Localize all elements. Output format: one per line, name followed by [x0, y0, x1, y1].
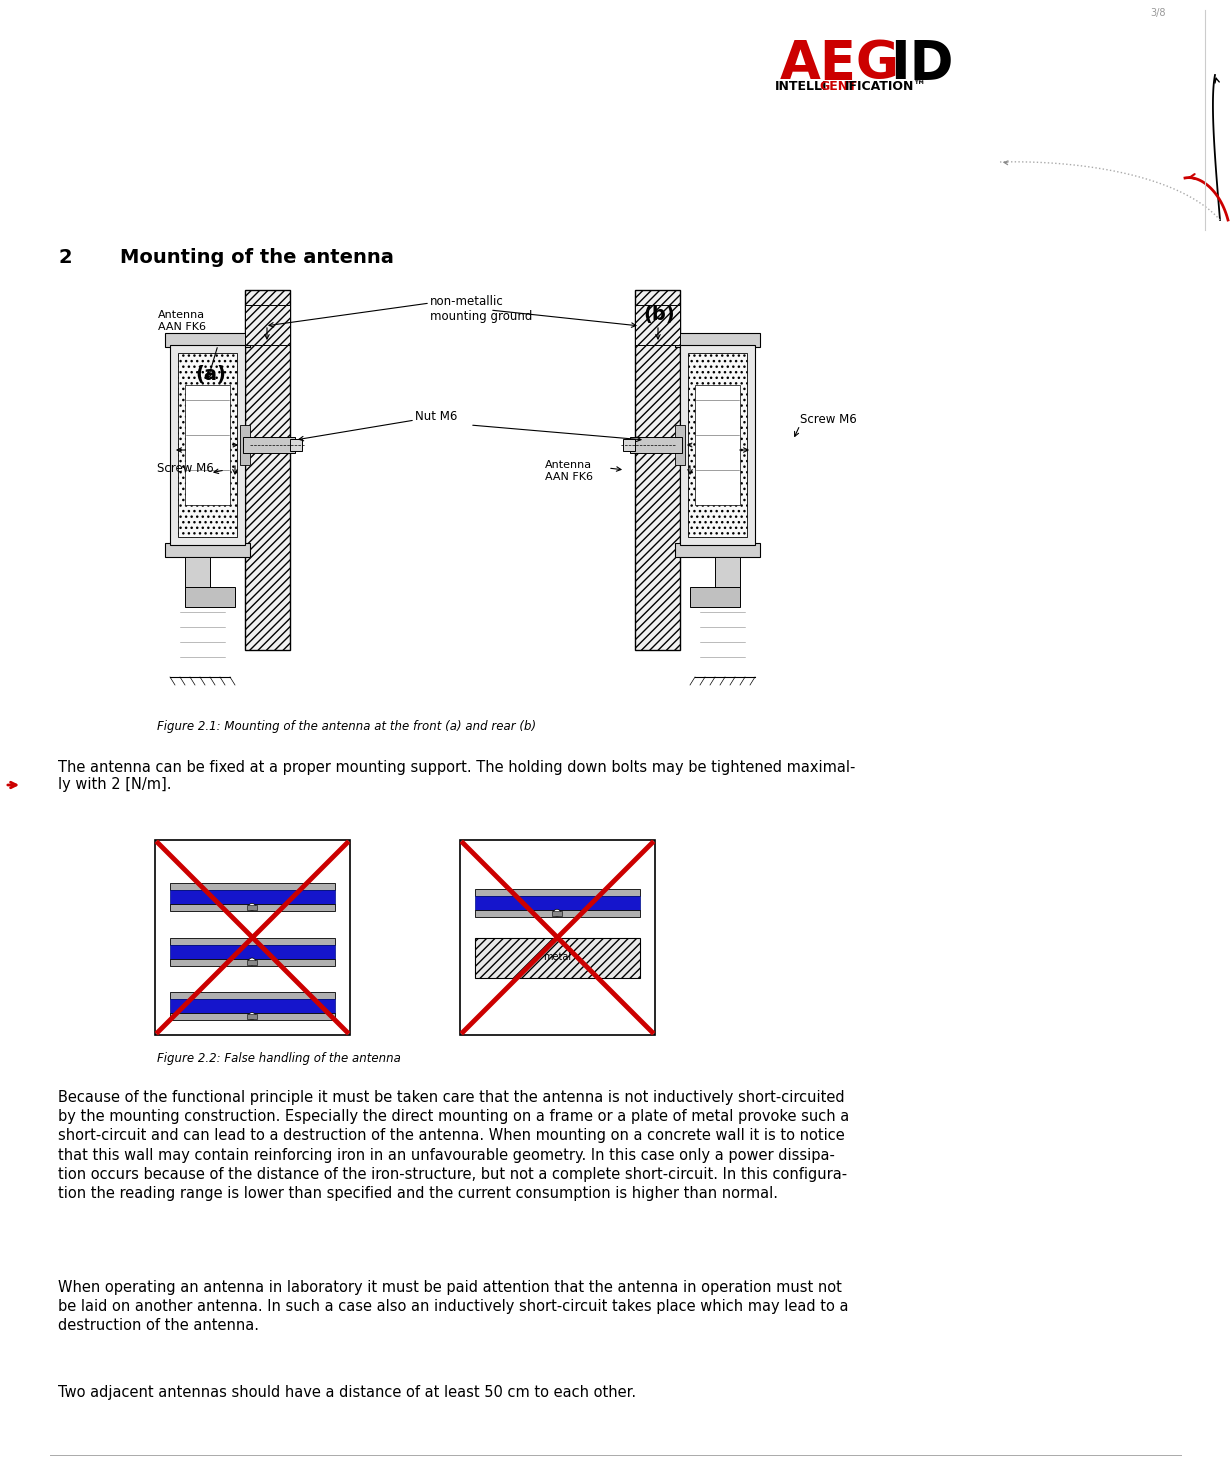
- Bar: [165, 543, 250, 556]
- Text: 3/8: 3/8: [1150, 7, 1166, 18]
- Bar: [635, 306, 680, 344]
- Bar: [245, 306, 291, 344]
- Bar: [475, 896, 640, 910]
- Bar: [475, 889, 640, 896]
- Bar: [245, 289, 291, 650]
- Text: Antenna
AAN FK6: Antenna AAN FK6: [545, 460, 593, 482]
- Text: Two adjacent antennas should have a distance of at least 50 cm to each other.: Two adjacent antennas should have a dist…: [58, 1385, 636, 1399]
- Bar: [170, 890, 335, 904]
- Circle shape: [249, 1012, 256, 1020]
- Circle shape: [249, 959, 256, 965]
- Text: INTELLI: INTELLI: [776, 80, 827, 93]
- Bar: [243, 436, 295, 453]
- Text: Antenna
AAN FK6: Antenna AAN FK6: [158, 310, 206, 331]
- Bar: [688, 353, 747, 537]
- Text: Figure 2.2: False handling of the antenna: Figure 2.2: False handling of the antenn…: [158, 1052, 401, 1066]
- Text: ID: ID: [890, 39, 954, 91]
- Bar: [475, 938, 640, 978]
- Bar: [170, 944, 335, 959]
- Bar: [247, 960, 257, 965]
- Text: metal: metal: [543, 953, 571, 963]
- Bar: [635, 289, 680, 650]
- Bar: [715, 556, 740, 588]
- Text: Screw M6: Screw M6: [158, 462, 214, 475]
- Text: Because of the functional principle it must be taken care that the antenna is no: Because of the functional principle it m…: [58, 1091, 849, 1201]
- Text: non-metallic
mounting ground: non-metallic mounting ground: [430, 295, 532, 324]
- Bar: [691, 588, 740, 607]
- Bar: [178, 353, 238, 537]
- Bar: [475, 910, 640, 917]
- Text: Figure 2.1: Mounting of the antenna at the front (a) and rear (b): Figure 2.1: Mounting of the antenna at t…: [158, 720, 537, 733]
- Text: IFICATION™: IFICATION™: [844, 80, 927, 93]
- Bar: [165, 332, 250, 347]
- Text: When operating an antenna in laboratory it must be paid attention that the anten: When operating an antenna in laboratory …: [58, 1281, 848, 1334]
- Bar: [170, 959, 335, 966]
- Bar: [185, 556, 211, 588]
- Bar: [185, 384, 230, 505]
- Text: The antenna can be fixed at a proper mounting support. The holding down bolts ma: The antenna can be fixed at a proper mou…: [58, 760, 856, 792]
- Bar: [170, 883, 335, 890]
- Text: Nut M6: Nut M6: [415, 410, 458, 423]
- Bar: [170, 344, 245, 545]
- Text: (b): (b): [643, 306, 675, 324]
- Bar: [696, 384, 740, 505]
- Text: GENT: GENT: [819, 80, 857, 93]
- Bar: [247, 1014, 257, 1020]
- Bar: [675, 543, 760, 556]
- Bar: [551, 911, 563, 916]
- Circle shape: [554, 910, 560, 916]
- Text: Screw M6: Screw M6: [800, 413, 857, 426]
- Bar: [155, 840, 350, 1034]
- Bar: [675, 332, 760, 347]
- Bar: [170, 1014, 335, 1020]
- Bar: [170, 904, 335, 911]
- Bar: [247, 905, 257, 910]
- Bar: [623, 439, 635, 451]
- Bar: [680, 344, 755, 545]
- Text: (a): (a): [194, 365, 225, 384]
- Bar: [675, 424, 684, 464]
- Text: AEG: AEG: [780, 39, 900, 91]
- Bar: [170, 993, 335, 999]
- Bar: [185, 588, 235, 607]
- Bar: [630, 436, 682, 453]
- Bar: [460, 840, 655, 1034]
- Bar: [170, 938, 335, 944]
- Bar: [170, 999, 335, 1014]
- Text: Mounting of the antenna: Mounting of the antenna: [119, 248, 394, 267]
- Bar: [291, 439, 302, 451]
- Circle shape: [249, 904, 256, 910]
- Text: 2: 2: [58, 248, 71, 267]
- Bar: [240, 424, 250, 464]
